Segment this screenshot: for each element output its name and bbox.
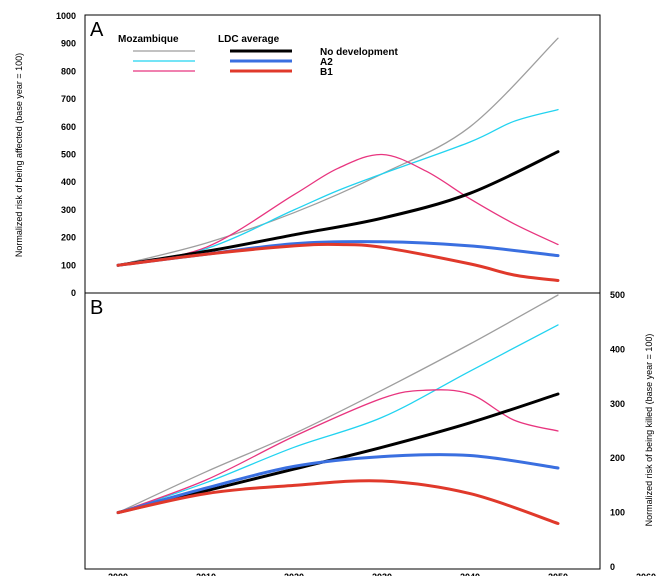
line-mozambique-no-development [117, 37, 559, 266]
panel-b-ytick-label: 300 [610, 399, 625, 409]
line-mozambique-no-development [117, 294, 559, 514]
line-ldc-average-a2 [116, 453, 560, 515]
panel-b-letter: B [90, 297, 103, 319]
panel-b-xtick-label: 2020 [284, 572, 304, 576]
panel-b-yticks: 0 100 200 300 400 500 [610, 290, 625, 572]
legend: Mozambique LDC average No development A2… [118, 34, 398, 78]
panel-b-frame [84, 292, 601, 570]
panel-a-ytick-label: 100 [61, 260, 76, 270]
panel-a-ytick-label: 900 [61, 39, 76, 49]
legend-header-right: LDC average [218, 34, 280, 45]
line-ldc-average-no-development [116, 392, 560, 515]
line-mozambique-b1 [117, 389, 559, 514]
panel-b-xtick-label: 2040 [460, 572, 480, 576]
legend-label-nodev: No development [320, 47, 398, 58]
panel-a-yticks: 0 100 200 300 400 500 600 700 800 900 1000 [56, 11, 76, 298]
panel-b-ylabel: Normalized risk of being killed (base ye… [644, 334, 654, 527]
line-ldc-average-b1 [116, 479, 560, 525]
panel-a-ylabel: Normalized risk of being affected (base … [14, 53, 24, 257]
panel-a-letter: A [90, 19, 104, 41]
panel-b-xtick-label: 2050 [548, 572, 568, 576]
legend-label-a2: A2 [320, 57, 333, 68]
panel-a-ytick-label: 300 [61, 205, 76, 215]
line-mozambique-b1 [117, 153, 559, 266]
panel-a-ytick-label: 0 [71, 288, 76, 298]
panel-a-ytick-label: 1000 [56, 11, 76, 21]
panel-b-xtick-label: 2010 [196, 572, 216, 576]
panel-b-xticks: 2000 2010 2020 2030 2040 2050 2060 [108, 572, 656, 576]
panel-b-xtick-label: 2000 [108, 572, 128, 576]
line-ldc-average-no-development [116, 150, 560, 267]
panel-a-ytick-label: 400 [61, 177, 76, 187]
panel-b-ytick-label: 400 [610, 344, 625, 354]
legend-label-b1: B1 [320, 67, 333, 78]
panel-b-ytick-label: 500 [610, 290, 625, 300]
panel-a-ytick-label: 800 [61, 66, 76, 76]
line-mozambique-a2 [117, 108, 559, 266]
panel-b-xtick-label: 2060 [636, 572, 656, 576]
line-ldc-average-b1 [116, 242, 560, 282]
legend-header-left: Mozambique [118, 34, 179, 45]
panel-a-ytick-label: 600 [61, 122, 76, 132]
panel-b-ytick-label: 0 [610, 562, 615, 572]
panel-b-ytick-label: 200 [610, 453, 625, 463]
panel-b-ytick-label: 100 [610, 508, 625, 518]
panel-a-ytick-label: 700 [61, 94, 76, 104]
panel-a-ytick-label: 200 [61, 233, 76, 243]
panel-a-ytick-label: 500 [61, 150, 76, 160]
line-mozambique-a2 [117, 324, 559, 514]
panel-b-xtick-label: 2030 [372, 572, 392, 576]
panel-b-series [116, 294, 560, 525]
panel-a-series [116, 37, 560, 282]
